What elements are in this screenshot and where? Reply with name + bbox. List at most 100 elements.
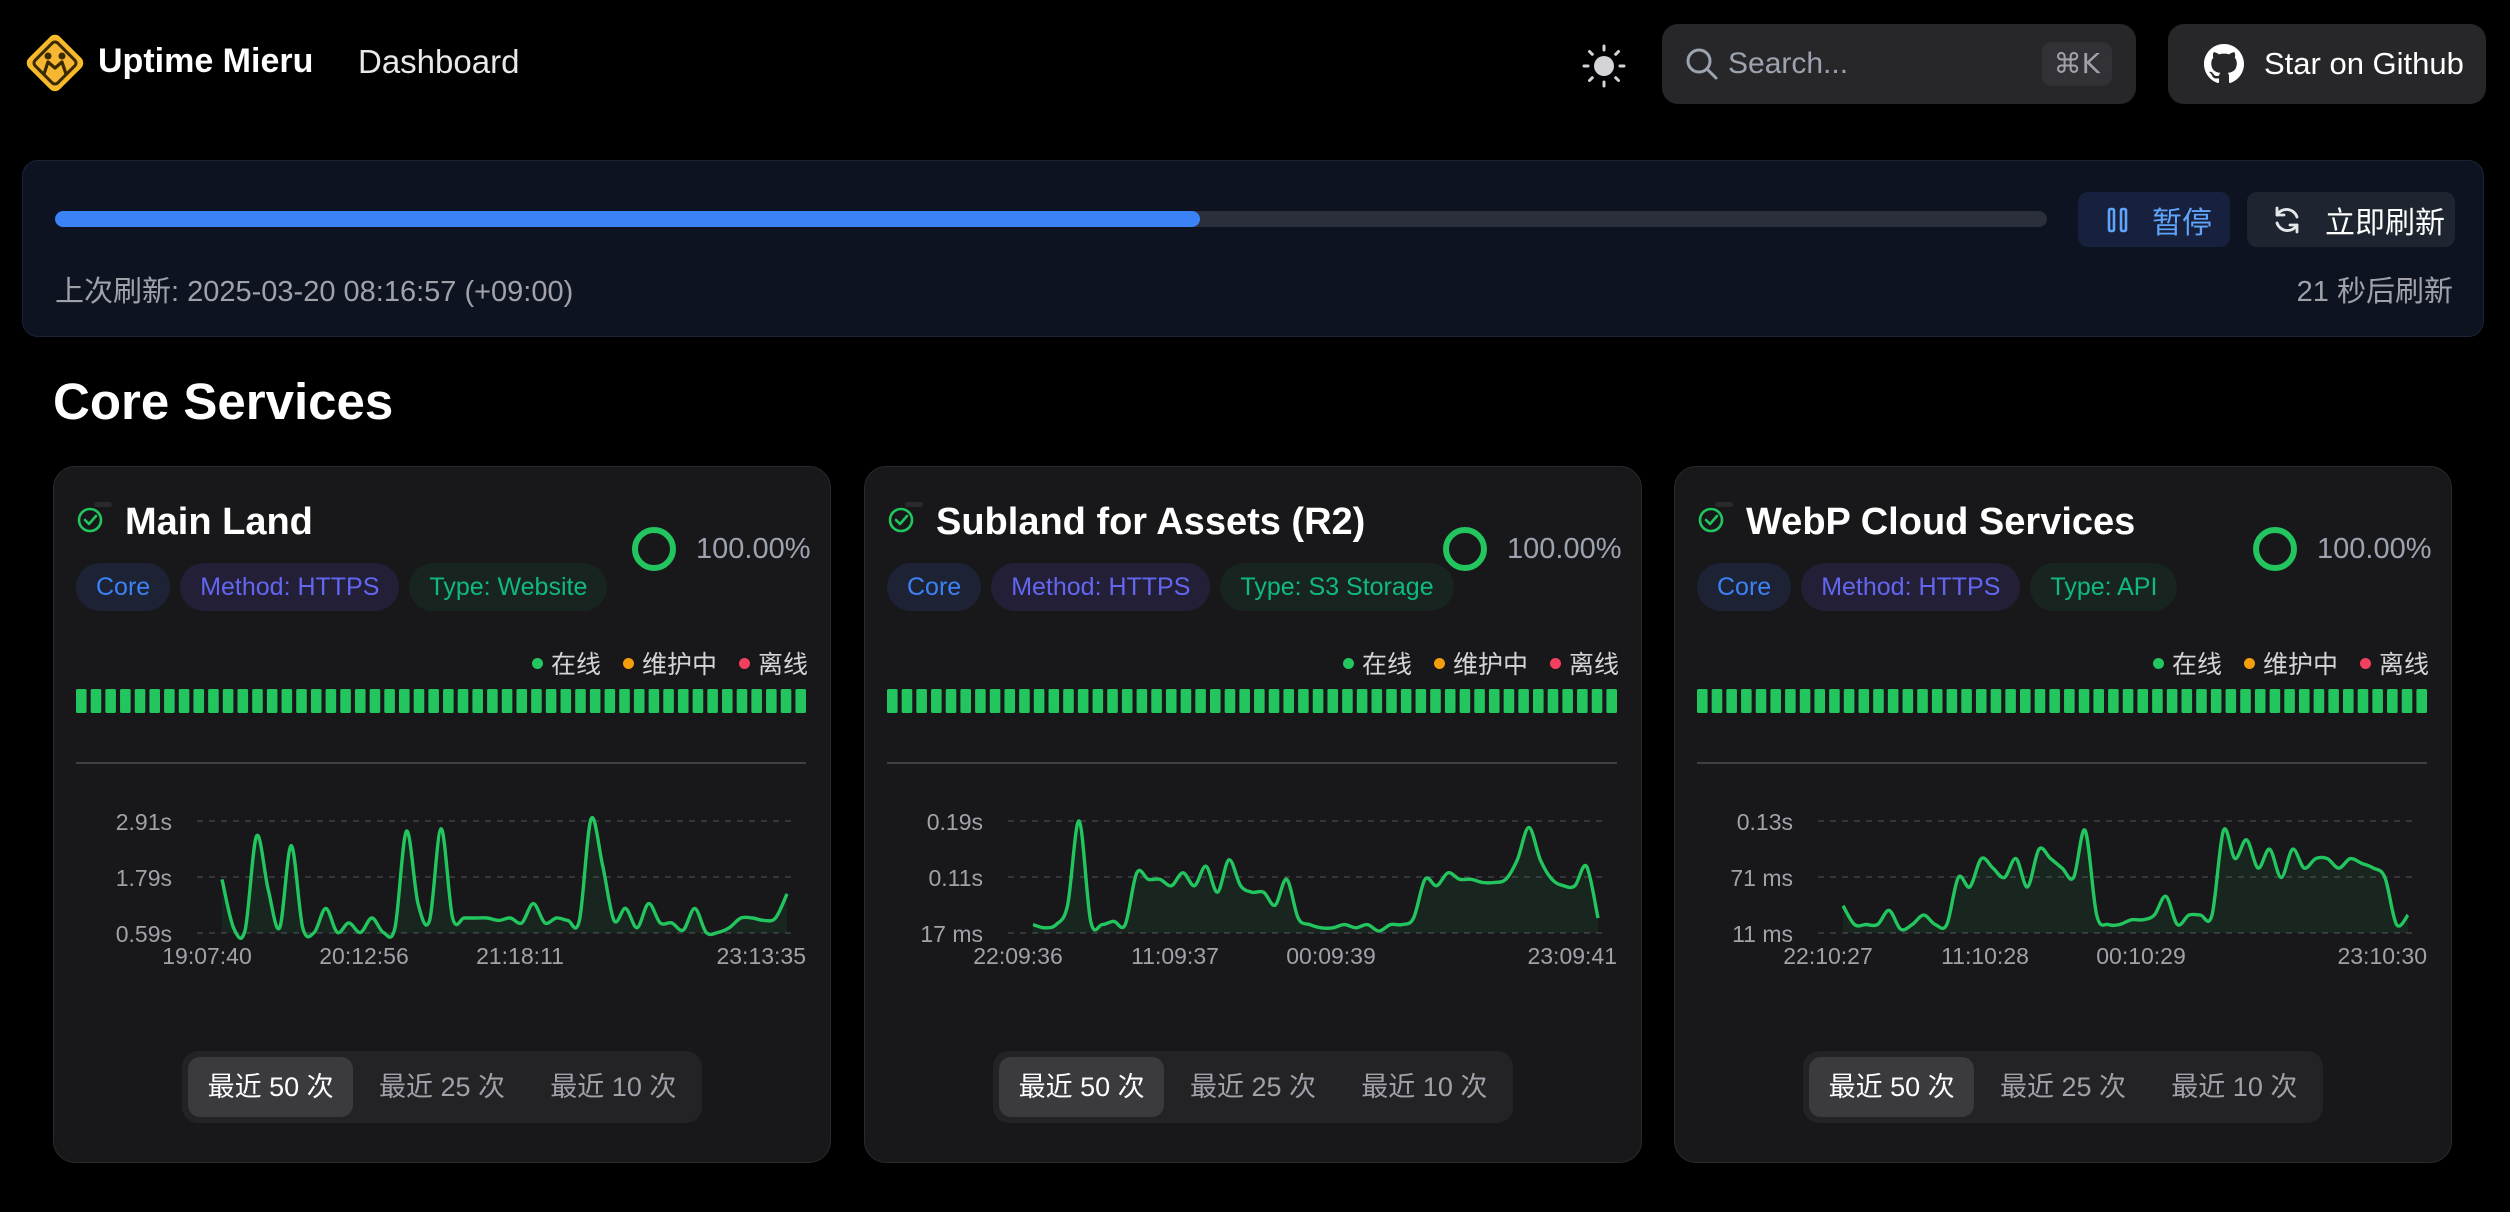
service-card-subland-r2[interactable]: Subland for Assets (R2) 100.00% Core Meth… (864, 466, 1642, 1163)
heartbeat-tick[interactable] (443, 689, 454, 713)
heartbeat-tick[interactable] (90, 689, 102, 713)
heartbeat-tick[interactable] (1136, 689, 1148, 713)
heartbeat-tick[interactable] (1741, 689, 1752, 713)
heartbeat-tick[interactable] (1547, 689, 1559, 713)
heartbeat-tick[interactable] (960, 689, 971, 713)
heartbeat-tick[interactable] (237, 689, 249, 713)
heartbeat-tick[interactable] (310, 689, 322, 713)
heartbeat-tick[interactable] (178, 689, 190, 713)
heartbeat-tick[interactable] (2269, 689, 2281, 713)
heartbeat-tick[interactable] (2387, 689, 2398, 713)
heartbeat-tick[interactable] (1400, 689, 1412, 713)
search-box[interactable]: ⌘K (1662, 24, 2136, 104)
heartbeat-tick[interactable] (2034, 689, 2046, 713)
tag-type[interactable]: Type: Website (409, 563, 608, 611)
heartbeat-tick[interactable] (531, 689, 542, 713)
heartbeat-tick[interactable] (2240, 689, 2251, 713)
heartbeat-tick[interactable] (193, 689, 205, 713)
heartbeat-tick[interactable] (766, 689, 777, 713)
heartbeat-tick[interactable] (399, 689, 410, 713)
heartbeat-tick[interactable] (1474, 689, 1485, 713)
heartbeat-tick[interactable] (2005, 689, 2016, 713)
range-option-0[interactable]: 最近 50 次 (999, 1057, 1165, 1117)
heartbeat-tick[interactable] (677, 689, 689, 713)
heartbeat-tick[interactable] (1210, 689, 1221, 713)
heartbeat-tick[interactable] (1283, 689, 1294, 713)
heartbeat-tick[interactable] (945, 689, 957, 713)
heartbeat-tick[interactable] (633, 689, 645, 713)
heartbeat-tick[interactable] (487, 689, 498, 713)
heartbeat-tick[interactable] (975, 689, 986, 713)
heartbeat-tick[interactable] (1814, 689, 1826, 713)
heartbeat-tick[interactable] (1711, 689, 1723, 713)
heartbeat-tick[interactable] (222, 689, 234, 713)
refresh-now-button[interactable]: 立即刷新 (2247, 192, 2455, 247)
heartbeat-tick[interactable] (1755, 689, 1767, 713)
heartbeat-tick[interactable] (2093, 689, 2104, 713)
heartbeat-tick[interactable] (1077, 689, 1089, 713)
tag-method[interactable]: Method: HTTPS (180, 563, 400, 611)
response-time-line[interactable] (1841, 827, 2410, 932)
heartbeat-tick[interactable] (589, 689, 601, 713)
response-time-line[interactable] (1032, 819, 1600, 933)
heartbeat-tick[interactable] (1415, 689, 1427, 713)
heartbeat-tick[interactable] (1063, 689, 1074, 713)
heartbeat-tick[interactable] (2137, 689, 2149, 713)
heartbeat-tick[interactable] (1975, 689, 1987, 713)
heartbeat-tick[interactable] (1488, 689, 1500, 713)
heartbeat-tick[interactable] (1327, 689, 1339, 713)
response-time-line[interactable] (220, 815, 789, 940)
heartbeat-tick[interactable] (1165, 689, 1177, 713)
heartbeat-tick[interactable] (1726, 689, 1737, 713)
heartbeat-tick[interactable] (149, 689, 160, 713)
heartbeat-tick[interactable] (1151, 689, 1162, 713)
heartbeat-tick[interactable] (2313, 689, 2325, 713)
service-title[interactable]: WebP Cloud Services (1746, 501, 2136, 543)
logo-icon[interactable] (20, 28, 90, 98)
heartbeat-tick[interactable] (1342, 689, 1353, 713)
range-option-0[interactable]: 最近 50 次 (1809, 1057, 1975, 1117)
tag-method[interactable]: Method: HTTPS (1801, 563, 2021, 611)
service-title[interactable]: Main Land (125, 501, 313, 543)
heartbeat-tick[interactable] (2152, 689, 2163, 713)
heartbeat-tick[interactable] (1503, 689, 1515, 713)
heartbeat-tick[interactable] (1577, 689, 1588, 713)
heartbeat-tick[interactable] (428, 689, 439, 713)
heartbeat-tick[interactable] (1180, 689, 1192, 713)
heartbeat-tick[interactable] (736, 689, 748, 713)
tag-core[interactable]: Core (76, 563, 171, 611)
heartbeat-tick[interactable] (354, 689, 366, 713)
range-option-2[interactable]: 最近 10 次 (1361, 1072, 1488, 1102)
tag-core[interactable]: Core (887, 563, 982, 611)
heartbeat-tick[interactable] (1121, 689, 1133, 713)
heartbeat-tick[interactable] (560, 689, 572, 713)
tag-core[interactable]: Core (1697, 563, 1792, 611)
heartbeat-tick[interactable] (1917, 689, 1928, 713)
service-card-webp-cloud[interactable]: WebP Cloud Services 100.00% Core Method: … (1674, 466, 2452, 1163)
nav-dashboard-link[interactable]: Dashboard (358, 43, 520, 80)
heartbeat-tick[interactable] (931, 689, 942, 713)
heartbeat-tick[interactable] (1902, 689, 1914, 713)
heartbeat-tick[interactable] (340, 689, 351, 713)
heartbeat-tick[interactable] (1224, 689, 1236, 713)
heartbeat-tick[interactable] (2254, 689, 2266, 713)
heartbeat-tick[interactable] (252, 689, 263, 713)
service-title[interactable]: Subland for Assets (R2) (936, 501, 1366, 543)
heartbeat-tick[interactable] (1092, 689, 1104, 713)
heartbeat-tick[interactable] (575, 689, 586, 713)
heartbeat-tick[interactable] (2122, 689, 2134, 713)
heartbeat-tick[interactable] (2166, 689, 2178, 713)
heartbeat-tick[interactable] (134, 689, 146, 713)
range-option-2[interactable]: 最近 10 次 (2171, 1072, 2298, 1102)
heartbeat-tick[interactable] (1268, 689, 1280, 713)
tag-type[interactable]: Type: S3 Storage (1220, 563, 1454, 611)
heartbeat-tick[interactable] (2049, 689, 2060, 713)
heartbeat-tick[interactable] (1356, 689, 1368, 713)
heartbeat-tick[interactable] (1591, 689, 1603, 713)
heartbeat-tick[interactable] (2108, 689, 2119, 713)
heartbeat-tick[interactable] (2020, 689, 2031, 713)
heartbeat-tick[interactable] (2078, 689, 2090, 713)
heartbeat-tick[interactable] (2196, 689, 2207, 713)
heartbeat-tick[interactable] (1371, 689, 1383, 713)
theme-toggle-button[interactable] (1578, 40, 1630, 92)
